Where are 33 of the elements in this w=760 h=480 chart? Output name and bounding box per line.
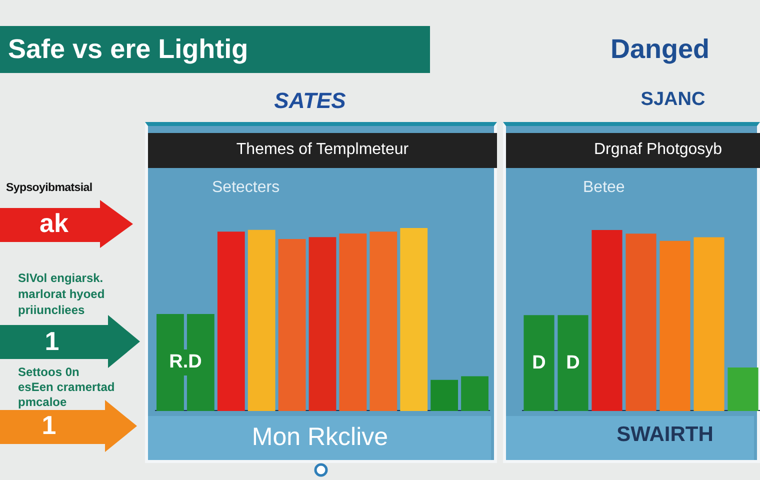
bar	[339, 233, 367, 411]
bar	[660, 240, 690, 411]
bar	[728, 368, 758, 411]
bar	[400, 228, 428, 411]
text: Setecters	[212, 179, 280, 197]
x-axis-title: SWAIRTH	[616, 423, 714, 447]
text: Safe vs ere Lightig	[8, 34, 248, 64]
bar	[626, 234, 656, 411]
bar	[461, 376, 488, 411]
bar	[430, 380, 458, 411]
bar	[248, 230, 276, 411]
x-axis-title: Mon Rkclive	[250, 423, 390, 452]
text: Drgnaf Photgosyb	[594, 141, 722, 159]
text: Sypsoyibmatsial	[6, 182, 92, 194]
bar	[592, 230, 622, 411]
bar	[308, 237, 336, 411]
text: Themes of Templmeteur	[235, 141, 410, 159]
text: 1	[40, 410, 58, 442]
text: SlVol engiarsk. marlorat hyoed priiuncliees	[18, 270, 105, 318]
chart-subtitle: SJANC	[640, 89, 706, 111]
bar	[278, 238, 306, 411]
chart-title: SATES	[273, 88, 347, 114]
text: 1	[44, 326, 60, 358]
chart-title: Danged	[609, 34, 710, 65]
bar	[370, 232, 398, 411]
annotation: R.D	[169, 352, 202, 373]
text: Settoos 0n esEen cramertad pmcaloe	[18, 365, 115, 410]
bar	[694, 237, 724, 411]
text: Betee	[583, 179, 625, 197]
annotation: D	[532, 352, 546, 374]
text: ak	[38, 208, 70, 240]
bar	[217, 232, 245, 411]
annotation: D	[566, 352, 580, 374]
